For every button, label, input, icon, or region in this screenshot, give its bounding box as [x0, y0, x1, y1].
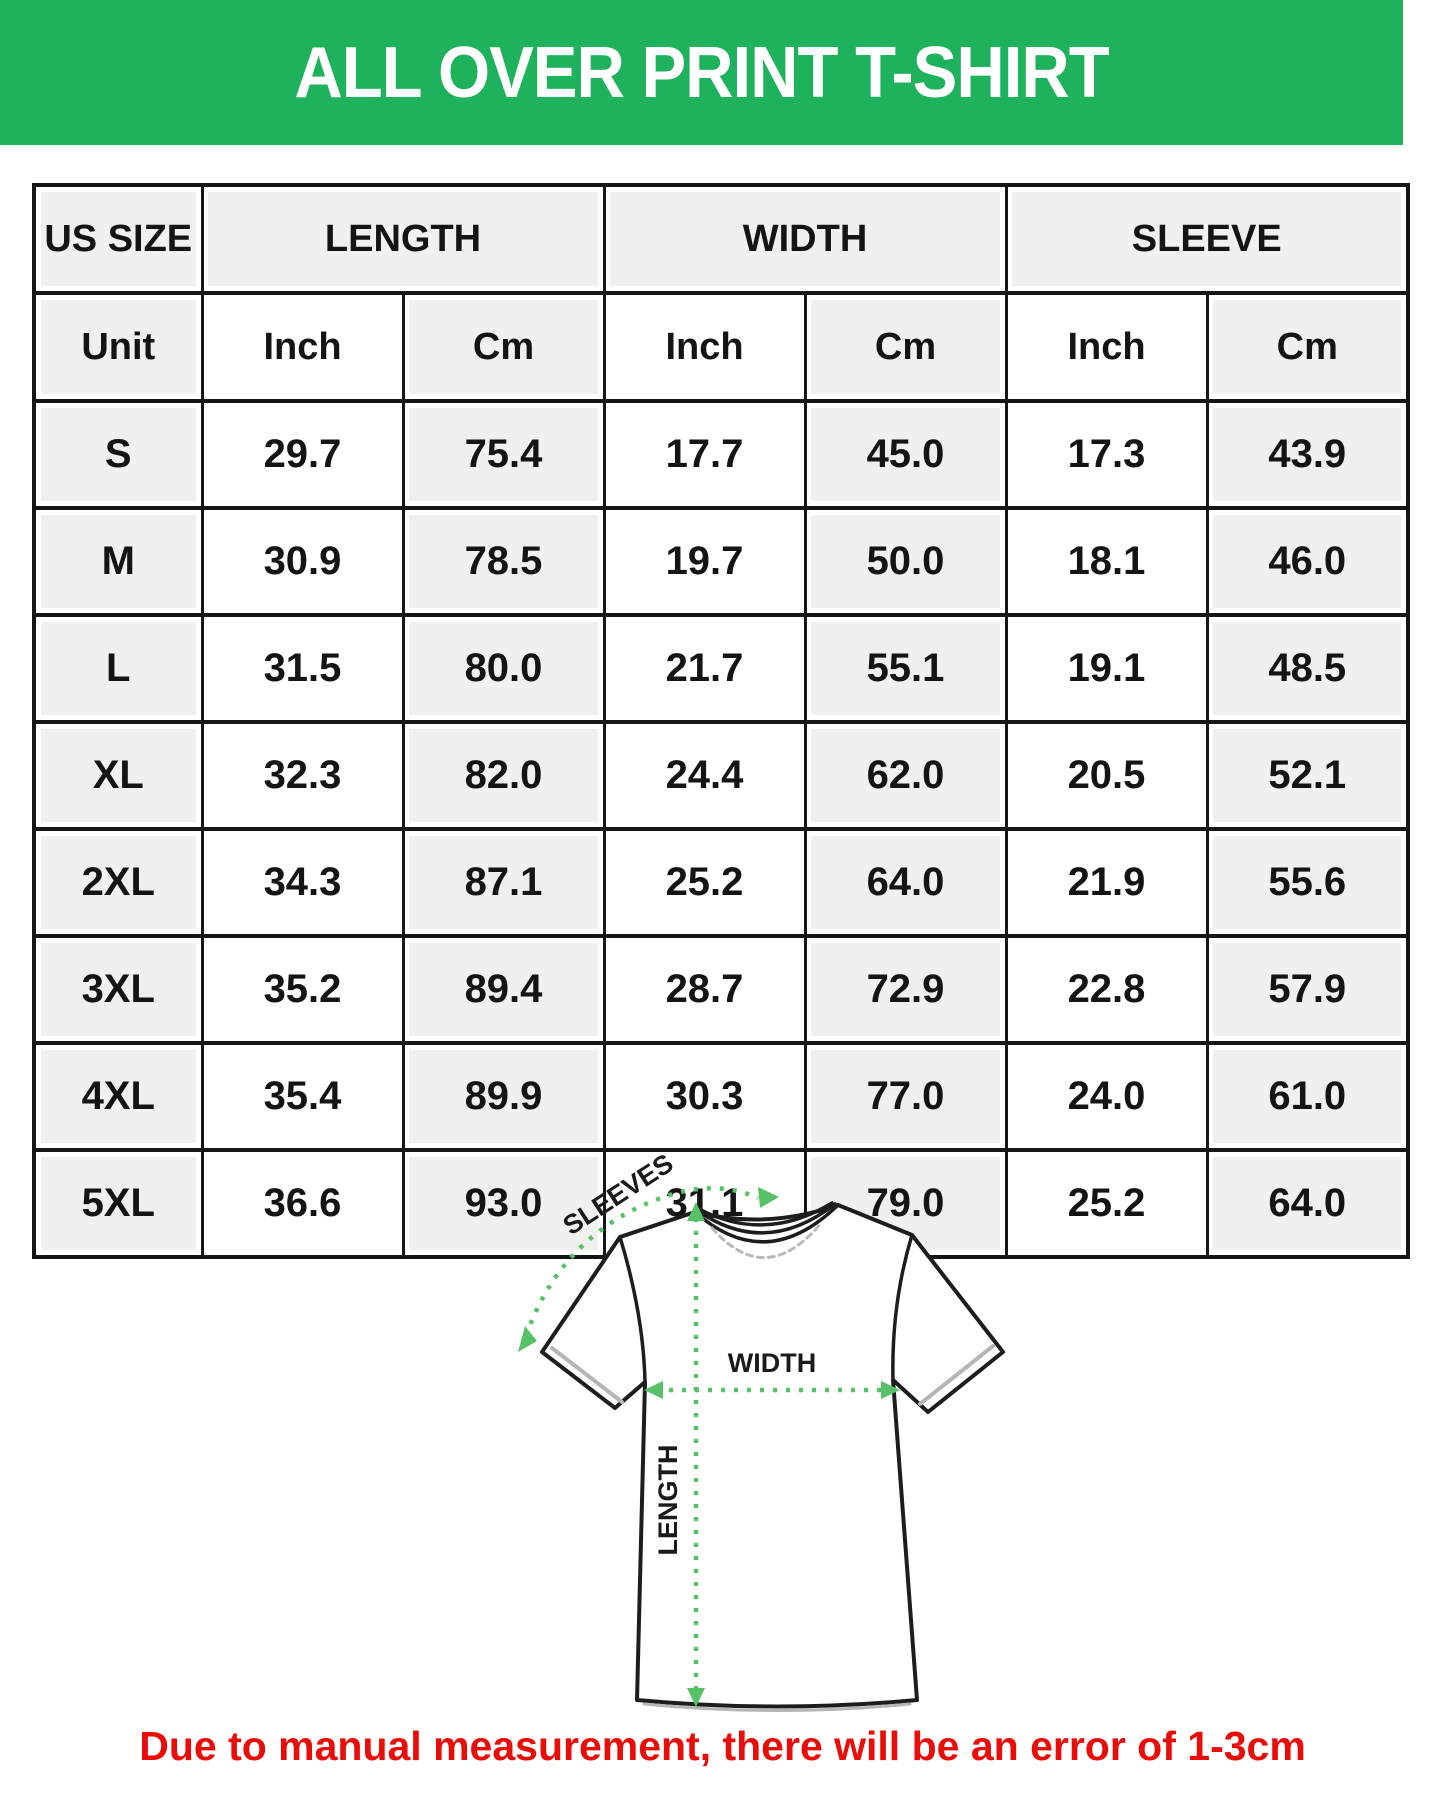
value-cell: 24.0	[1004, 1041, 1209, 1152]
value-cell: 35.2	[200, 934, 405, 1045]
value-cell: 21.9	[1004, 827, 1209, 938]
value-cell: 62.0	[803, 720, 1008, 831]
unit-cell-cm: Cm	[401, 291, 606, 403]
value-cell: 89.9	[401, 1041, 606, 1152]
value-cell: 30.3	[602, 1041, 807, 1152]
value-cell: 30.9	[200, 506, 405, 617]
size-chart-table: US SIZE LENGTH WIDTH SLEEVE Unit Inch Cm…	[32, 183, 1411, 1259]
value-cell: 89.4	[401, 934, 606, 1045]
value-cell: 18.1	[1004, 506, 1209, 617]
value-cell: 24.4	[602, 720, 807, 831]
value-cell: 75.4	[401, 399, 606, 510]
value-cell: 31.5	[200, 613, 405, 724]
table-row-s: S 29.7 75.4 17.7 45.0 17.3 43.9	[32, 399, 1410, 510]
size-cell: L	[32, 613, 204, 724]
size-cell: 5XL	[32, 1148, 204, 1259]
tshirt-diagram: SLEEVES LENGTH WIDTH	[518, 1148, 1005, 1712]
table-row-xl: XL 32.3 82.0 24.4 62.0 20.5 52.1	[32, 720, 1410, 831]
table-row-5xl: 5XL 36.6 93.0 31.1 79.0 25.2 64.0	[32, 1148, 1410, 1259]
value-cell: 93.0	[401, 1148, 606, 1259]
size-cell: 4XL	[32, 1041, 204, 1152]
value-cell: 48.5	[1205, 613, 1410, 724]
value-cell: 19.7	[602, 506, 807, 617]
unit-cell-inch: Inch	[1004, 291, 1209, 403]
value-cell: 19.1	[1004, 613, 1209, 724]
unit-cell: Unit	[32, 291, 204, 403]
value-cell: 35.4	[200, 1041, 405, 1152]
unit-cell-cm: Cm	[1205, 291, 1410, 403]
value-cell: 72.9	[803, 934, 1008, 1045]
table-row-l: L 31.5 80.0 21.7 55.1 19.1 48.5	[32, 613, 1410, 724]
length-measure-arrow: LENGTH	[653, 1202, 705, 1707]
unit-header-row: Unit Inch Cm Inch Cm Inch Cm	[32, 291, 1410, 403]
value-cell: 52.1	[1205, 720, 1410, 831]
unit-cell-inch: Inch	[602, 291, 807, 403]
value-cell: 61.0	[1205, 1041, 1410, 1152]
value-cell: 25.2	[602, 827, 807, 938]
header-cell-length: LENGTH	[200, 183, 606, 295]
page-title: ALL OVER PRINT T-SHIRT	[294, 31, 1109, 113]
title-banner: ALL OVER PRINT T-SHIRT	[0, 0, 1403, 145]
value-cell: 20.5	[1004, 720, 1209, 831]
table-row-m: M 30.9 78.5 19.7 50.0 18.1 46.0	[32, 506, 1410, 617]
value-cell: 21.7	[602, 613, 807, 724]
value-cell: 50.0	[803, 506, 1008, 617]
size-cell: XL	[32, 720, 204, 831]
group-header-row: US SIZE LENGTH WIDTH SLEEVE	[32, 183, 1410, 295]
size-cell: S	[32, 399, 204, 510]
value-cell: 78.5	[401, 506, 606, 617]
value-cell: 36.6	[200, 1148, 405, 1259]
value-cell: 80.0	[401, 613, 606, 724]
unit-cell-inch: Inch	[200, 291, 405, 403]
collar	[693, 1201, 840, 1260]
value-cell: 28.7	[602, 934, 807, 1045]
size-cell: 3XL	[32, 934, 204, 1045]
value-cell: 55.1	[803, 613, 1008, 724]
value-cell: 25.2	[1004, 1148, 1209, 1259]
value-cell: 77.0	[803, 1041, 1008, 1152]
value-cell: 64.0	[803, 827, 1008, 938]
value-cell: 17.7	[602, 399, 807, 510]
measurement-note: Due to manual measurement, there will be…	[139, 1723, 1306, 1769]
unit-cell-cm: Cm	[803, 291, 1008, 403]
value-cell: 43.9	[1205, 399, 1410, 510]
value-cell: 87.1	[401, 827, 606, 938]
table-row-2xl: 2XL 34.3 87.1 25.2 64.0 21.9 55.6	[32, 827, 1410, 938]
value-cell: 17.3	[1004, 399, 1209, 510]
width-measure-arrow: WIDTH	[644, 1348, 900, 1399]
header-cell-us-size: US SIZE	[32, 183, 204, 295]
size-cell: 2XL	[32, 827, 204, 938]
size-cell: M	[32, 506, 204, 617]
table-row-3xl: 3XL 35.2 89.4 28.7 72.9 22.8 57.9	[32, 934, 1410, 1045]
value-cell: 34.3	[200, 827, 405, 938]
value-cell: 57.9	[1205, 934, 1410, 1045]
header-cell-width: WIDTH	[602, 183, 1008, 295]
value-cell: 45.0	[803, 399, 1008, 510]
length-label: LENGTH	[653, 1445, 683, 1556]
stitch-lines	[550, 1344, 995, 1712]
table-row-4xl: 4XL 35.4 89.9 30.3 77.0 24.0 61.0	[32, 1041, 1410, 1152]
width-label: WIDTH	[728, 1348, 816, 1378]
value-cell: 82.0	[401, 720, 606, 831]
value-cell: 55.6	[1205, 827, 1410, 938]
value-cell: 29.7	[200, 399, 405, 510]
value-cell: 22.8	[1004, 934, 1209, 1045]
header-cell-sleeve: SLEEVE	[1004, 183, 1410, 295]
value-cell: 64.0	[1205, 1148, 1410, 1259]
value-cell: 32.3	[200, 720, 405, 831]
tshirt-outline	[540, 1203, 1005, 1709]
value-cell: 46.0	[1205, 506, 1410, 617]
